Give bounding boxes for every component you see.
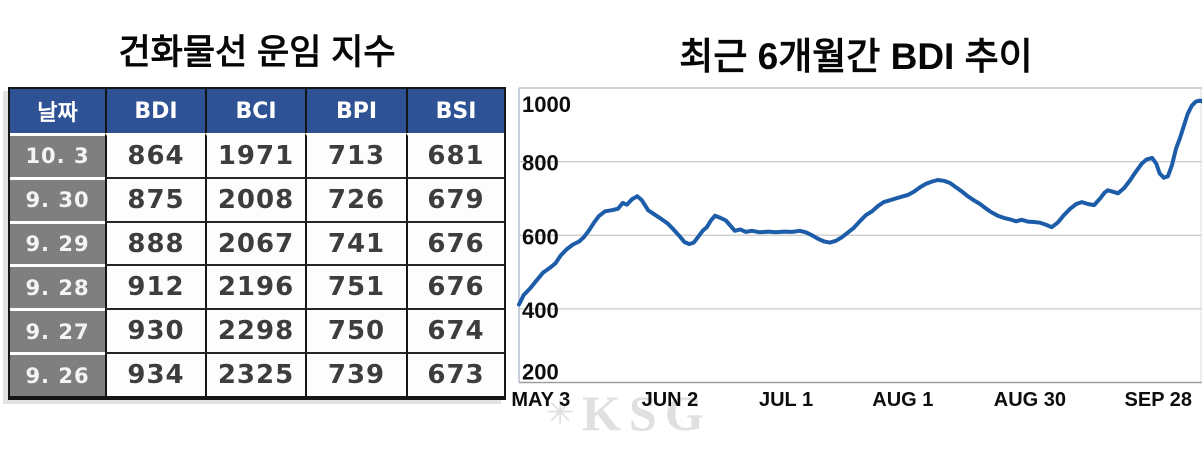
column-header-bpi: BPI	[305, 89, 406, 133]
xtick-aug-30: AUG 30	[994, 389, 1066, 411]
date-cell: 9. 29	[10, 220, 105, 265]
date-cell: 10. 3	[10, 133, 105, 177]
value-cell: 912	[105, 264, 205, 309]
date-cell: 9. 30	[10, 176, 105, 221]
freight-index-table: 날짜 BDI BCI BPI BSI 10. 3 864 1971 713 681 9. 30 875…	[8, 87, 506, 400]
value-cell: 888	[105, 220, 205, 265]
value-cell: 676	[406, 220, 504, 265]
sunburst-icon: ✳	[546, 393, 575, 433]
xtick-may-3: MAY 3	[511, 389, 570, 411]
ytick-600: 600	[522, 224, 559, 249]
value-cell: 864	[105, 133, 205, 177]
column-header-bsi: BSI	[406, 89, 504, 133]
xtick-aug-1: AUG 1	[872, 389, 933, 411]
ytick-1000: 1000	[522, 92, 571, 117]
value-cell: 930	[105, 308, 205, 353]
value-cell: 750	[305, 308, 406, 353]
value-cell: 2008	[205, 176, 305, 221]
column-header-bdi: BDI	[105, 89, 205, 133]
value-cell: 739	[305, 352, 406, 396]
value-cell: 674	[406, 308, 504, 353]
ksg-watermark: KSG	[582, 385, 712, 441]
value-cell: 2298	[205, 308, 305, 353]
bdi-chart: ✳ KSG 200 400 600 800 1000 MAY 3 JUN 2 JUL 1 AUG 1…	[511, 87, 1202, 441]
value-cell: 934	[105, 352, 205, 396]
value-cell: 2067	[205, 220, 305, 265]
value-cell: 741	[305, 220, 406, 265]
value-cell: 751	[305, 264, 406, 309]
value-cell: 2325	[205, 352, 305, 396]
ytick-800: 800	[522, 151, 559, 176]
bdi-line	[517, 98, 1202, 307]
chart-title: 최근 6개월간 BDI 추이	[679, 36, 1033, 77]
xtick-jun-2: JUN 2	[642, 389, 699, 411]
ytick-200: 200	[522, 360, 559, 385]
xtick-jul-1: JUL 1	[759, 389, 813, 411]
value-cell: 713	[305, 133, 406, 177]
date-cell: 9. 27	[10, 308, 105, 353]
date-cell: 9. 26	[10, 352, 105, 396]
date-cell: 9. 28	[10, 264, 105, 309]
column-header-날짜: 날짜	[10, 89, 105, 133]
value-cell: 875	[105, 176, 205, 221]
table-title: 건화물선 운임 지수	[118, 33, 396, 72]
column-header-bci: BCI	[205, 89, 305, 133]
value-cell: 2196	[205, 264, 305, 309]
value-cell: 679	[406, 176, 504, 221]
value-cell: 673	[406, 352, 504, 396]
value-cell: 681	[406, 133, 504, 177]
ytick-400: 400	[522, 298, 559, 323]
xtick-sep-28: SEP 28	[1125, 389, 1192, 411]
value-cell: 1971	[205, 133, 305, 177]
value-cell: 676	[406, 264, 504, 309]
value-cell: 726	[305, 176, 406, 221]
